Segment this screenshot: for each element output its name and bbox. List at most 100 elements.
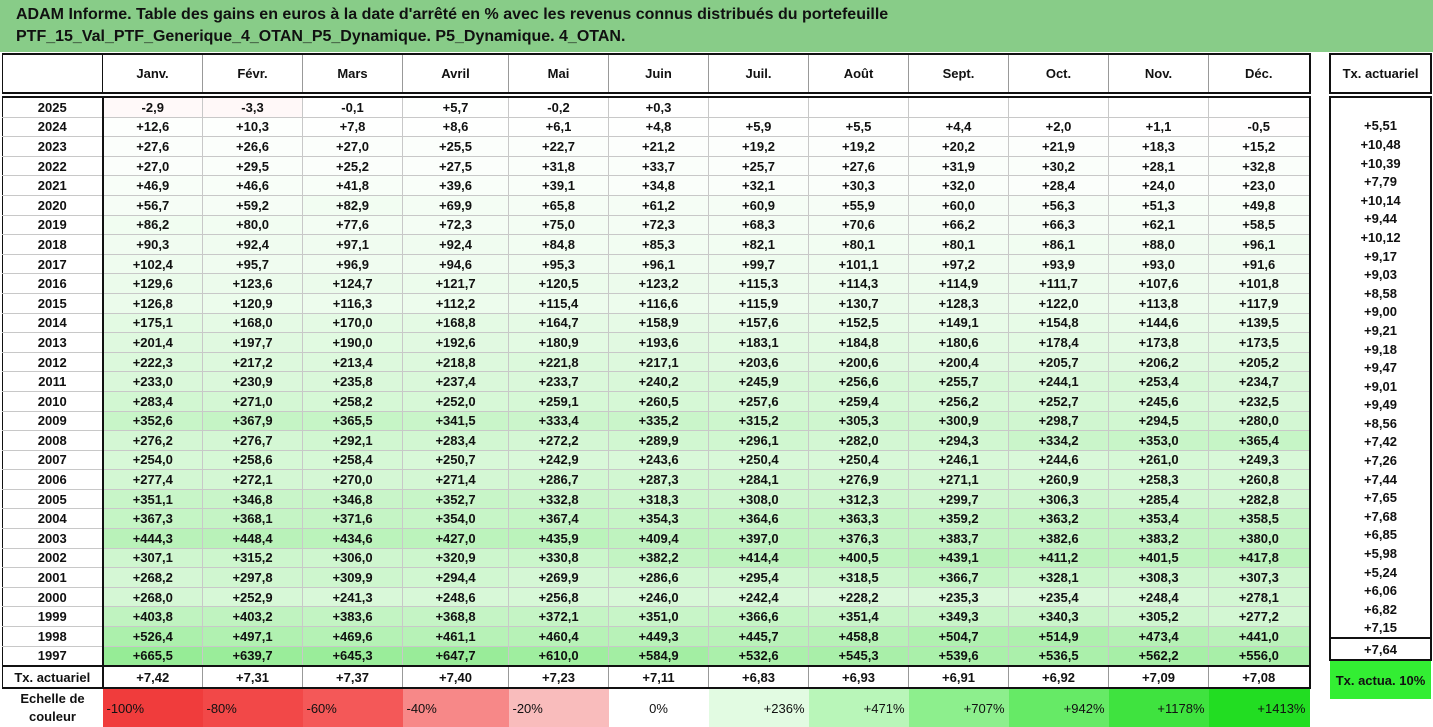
gain-cell: +645,3: [302, 645, 403, 668]
gain-cell: +376,3: [808, 528, 909, 549]
gain-cell: +448,4: [202, 528, 303, 549]
table-row: 2000 +268,0 +252,9 +241,3 +248,6 +256,8 +246,0…: [2, 586, 1311, 608]
gain-cell: +183,1: [708, 332, 809, 353]
report-title: ADAM Informe. Table des gains en euros à…: [0, 0, 1433, 52]
gain-cell: +245,6: [1108, 390, 1209, 412]
year-rate-cell: +9,17: [1329, 246, 1432, 266]
year-rate-cell: +10,39: [1329, 153, 1432, 173]
gain-cell: +27,0: [102, 155, 203, 177]
gain-cell: +116,3: [302, 292, 403, 314]
gain-cell: +532,6: [708, 645, 809, 668]
gain-cell: +107,6: [1108, 273, 1209, 294]
gain-cell: +246,1: [908, 449, 1009, 471]
gain-cell: +200,4: [908, 351, 1009, 373]
gain-cell: +366,6: [708, 606, 809, 628]
gain-cell: +112,2: [402, 292, 509, 314]
gain-cell: +260,5: [608, 390, 709, 412]
gain-cell: +427,0: [402, 528, 509, 549]
gain-cell: [708, 95, 809, 118]
year-label: 1997: [2, 645, 104, 668]
gain-cell: +27,0: [302, 136, 403, 157]
gain-cell: +235,8: [302, 371, 403, 392]
gain-cell: +458,8: [808, 626, 909, 647]
gain-cell: +250,4: [808, 449, 909, 471]
gain-cell: +363,3: [808, 508, 909, 530]
year-rate-cell: +10,48: [1329, 135, 1432, 154]
year-label: 2004: [2, 508, 104, 530]
gain-cell: +445,7: [708, 626, 809, 647]
gain-cell: +282,0: [808, 430, 909, 451]
gain-cell: +190,0: [302, 332, 403, 353]
table-row: 1999 +403,8 +403,2 +383,6 +368,8 +372,1 +351,0…: [2, 606, 1311, 628]
year-rate-cell: +6,85: [1329, 525, 1432, 545]
table-row: 2015 +126,8 +120,9 +116,3 +112,2 +115,4 +116,6…: [2, 292, 1311, 314]
gain-cell: +346,8: [302, 488, 403, 510]
gain-cell: +70,6: [808, 214, 909, 236]
gain-cell: +306,0: [302, 547, 403, 569]
gain-cell: +30,3: [808, 175, 909, 196]
gain-cell: +358,5: [1208, 508, 1311, 530]
gain-cell: +18,3: [1108, 136, 1209, 157]
gain-cell: +305,2: [1108, 606, 1209, 628]
table-row: 2022 +27,0 +29,5 +25,2 +27,5 +31,8 +33,7 +25,7 +…: [2, 155, 1311, 177]
month-header: Mars: [302, 53, 403, 94]
gain-cell: +123,2: [608, 273, 709, 294]
table-row: 2007 +254,0 +258,6 +258,4 +250,7 +242,9 +243,6…: [2, 449, 1311, 471]
gain-cell: +197,7: [202, 332, 303, 353]
gain-cell: +154,8: [1008, 312, 1109, 334]
gain-cell: +114,3: [808, 273, 909, 294]
gain-cell: +318,3: [608, 488, 709, 510]
year-label: 2020: [2, 194, 104, 216]
gain-cell: +351,1: [102, 488, 203, 510]
gain-cell: +235,4: [1008, 586, 1109, 608]
gain-cell: +368,1: [202, 508, 303, 530]
gain-cell: +128,3: [908, 292, 1009, 314]
year-rate-cell: +8,56: [1329, 414, 1432, 433]
gain-cell: +352,6: [102, 410, 203, 432]
gain-cell: +111,7: [1008, 273, 1109, 294]
table-row: 2005 +351,1 +346,8 +346,8 +352,7 +332,8 +318,3…: [2, 488, 1311, 510]
gain-cell: +80,0: [202, 214, 303, 236]
gain-cell: +206,2: [1108, 351, 1209, 373]
gain-cell: +309,9: [302, 567, 403, 588]
gain-cell: [808, 95, 909, 118]
gain-cell: +144,6: [1108, 312, 1209, 334]
gain-cell: +365,5: [302, 410, 403, 432]
tx-cell: +7,11: [608, 665, 709, 690]
gain-cell: +256,8: [508, 586, 609, 608]
gain-cell: +401,5: [1108, 547, 1209, 569]
color-scale-swatch: -40%: [402, 688, 509, 727]
gain-cell: +201,4: [102, 332, 203, 353]
tx-cell: +7,37: [302, 665, 403, 690]
gain-cell: +282,8: [1208, 488, 1311, 510]
gain-cell: +94,6: [402, 253, 509, 275]
gain-cell: +28,1: [1108, 155, 1209, 177]
month-header: Déc.: [1208, 53, 1311, 94]
year-label: 2025: [2, 95, 104, 118]
gain-cell: +56,7: [102, 194, 203, 216]
gain-cell: +120,5: [508, 273, 609, 294]
year-label: 2003: [2, 528, 104, 549]
gain-cell: +120,9: [202, 292, 303, 314]
gain-cell: +10,3: [202, 116, 303, 138]
gain-cell: +397,0: [708, 528, 809, 549]
table-row: 2024 +12,6 +10,3 +7,8 +8,6 +6,1 +4,8 +5,9 +5,5 +4…: [2, 116, 1311, 138]
gain-cell: +333,4: [508, 410, 609, 432]
gain-cell: +255,7: [908, 371, 1009, 392]
year-label: 2009: [2, 410, 104, 432]
gain-cell: +562,2: [1108, 645, 1209, 668]
gain-cell: +639,7: [202, 645, 303, 668]
gain-cell: +0,3: [608, 95, 709, 118]
tx-cell: +6,92: [1008, 665, 1109, 690]
gain-cell: +27,5: [402, 155, 509, 177]
gain-cell: +164,7: [508, 312, 609, 334]
year-label: 2016: [2, 273, 104, 294]
gain-cell: -0,2: [508, 95, 609, 118]
gain-cell: +20,2: [908, 136, 1009, 157]
gain-cell: +258,2: [302, 390, 403, 412]
gain-cell: +276,9: [808, 469, 909, 490]
gain-cell: +96,9: [302, 253, 403, 275]
title-line-1: ADAM Informe. Table des gains en euros à…: [16, 6, 889, 23]
gain-cell: +7,8: [302, 116, 403, 138]
gain-cell: +278,1: [1208, 586, 1311, 608]
